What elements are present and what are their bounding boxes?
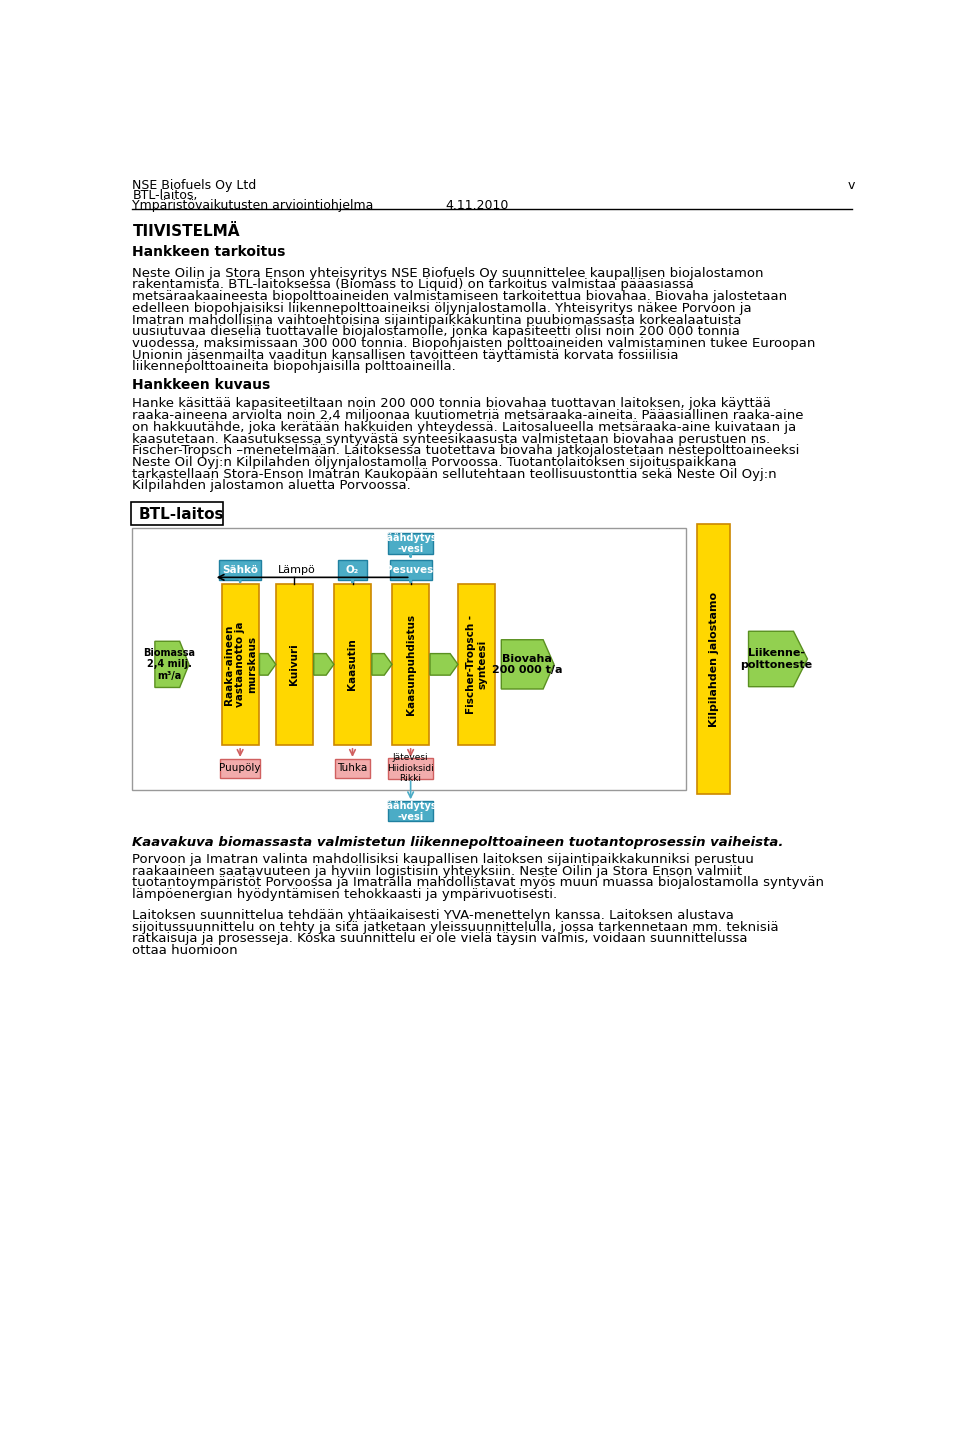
Text: raakaaineen saatavuuteen ja hyviin logistisiin yhteyksiin. Neste Oilin ja Stora : raakaaineen saatavuuteen ja hyviin logis…: [132, 865, 742, 878]
Text: Fischer-Tropsch –menetelmään. Laitoksessa tuotettava biovaha jatkojalostetaan ne: Fischer-Tropsch –menetelmään. Laitoksess…: [132, 445, 800, 458]
Text: Hankkeen kuvaus: Hankkeen kuvaus: [132, 379, 271, 392]
FancyBboxPatch shape: [131, 503, 223, 526]
FancyBboxPatch shape: [132, 528, 685, 791]
Text: Kaavakuva biomassasta valmistetun liikennepolttoaineen tuotantoprosessin vaiheis: Kaavakuva biomassasta valmistetun liiken…: [132, 837, 783, 850]
Polygon shape: [430, 654, 458, 675]
Text: O₂: O₂: [346, 564, 359, 575]
Text: Porvoon ja Imatran valinta mahdollisiksi kaupallisen laitoksen sijaintipaikkakun: Porvoon ja Imatran valinta mahdollisiksi…: [132, 852, 755, 865]
Text: Sähkö: Sähkö: [222, 564, 258, 575]
Text: Kaasunpuhdistus: Kaasunpuhdistus: [406, 613, 416, 714]
Text: 4.11.2010: 4.11.2010: [445, 199, 509, 212]
Text: Tuhka: Tuhka: [337, 763, 368, 773]
Polygon shape: [259, 654, 276, 675]
Text: Jäähdytys
-vesi: Jäähdytys -vesi: [384, 801, 438, 822]
FancyBboxPatch shape: [334, 583, 372, 746]
Text: rakentamista. BTL-laitoksessa (Biomass to Liquid) on tarkoitus valmistaa pääasia: rakentamista. BTL-laitoksessa (Biomass t…: [132, 278, 694, 291]
Text: tarkastellaan Stora-Enson Imatran Kaukopään sellutehtaan teollisuustonttia sekä : tarkastellaan Stora-Enson Imatran Kaukop…: [132, 468, 777, 481]
Text: kaasutetaan. Kaasutuksessa syntyvästä synteesikaasusta valmistetaan biovahaa per: kaasutetaan. Kaasutuksessa syntyvästä sy…: [132, 432, 771, 445]
Text: Raaka-aineen
vastaanotto ja
murskaus: Raaka-aineen vastaanotto ja murskaus: [224, 622, 256, 707]
Text: Hanke käsittää kapasiteetiltaan noin 200 000 tonnia biovahaa tuottavan laitoksen: Hanke käsittää kapasiteetiltaan noin 200…: [132, 397, 772, 410]
FancyBboxPatch shape: [697, 524, 730, 793]
Text: BTL-laitos,: BTL-laitos,: [132, 189, 198, 202]
FancyBboxPatch shape: [388, 757, 433, 779]
Text: Kilpilahden jalostamon aluetta Porvoossa.: Kilpilahden jalostamon aluetta Porvoossa…: [132, 480, 411, 492]
FancyBboxPatch shape: [388, 802, 433, 821]
Text: Biovaha
200 000 t/a: Biovaha 200 000 t/a: [492, 654, 563, 675]
FancyBboxPatch shape: [338, 560, 368, 580]
Text: Laitoksen suunnittelua tehdään yhtäaikaisesti YVA-menettelyn kanssa. Laitoksen a: Laitoksen suunnittelua tehdään yhtäaikai…: [132, 909, 734, 922]
Text: Liikenne-
polttoneste: Liikenne- polttoneste: [740, 648, 812, 670]
Text: Puupöly: Puupöly: [220, 763, 261, 773]
Text: metsäraakaaineesta biopolttoaineiden valmistamiseen tarkoitettua biovahaa. Biova: metsäraakaaineesta biopolttoaineiden val…: [132, 289, 787, 304]
Text: uusiutuvaa dieseliä tuottavalle biojalostamolle, jonka kapasiteetti olisi noin 2: uusiutuvaa dieseliä tuottavalle biojalos…: [132, 325, 740, 338]
Text: NSE Biofuels Oy Ltd: NSE Biofuels Oy Ltd: [132, 179, 256, 192]
FancyBboxPatch shape: [220, 759, 260, 778]
Polygon shape: [749, 631, 807, 687]
Text: BTL-laitos: BTL-laitos: [138, 507, 224, 521]
Polygon shape: [314, 654, 334, 675]
Text: tuotantoympäristöt Porvoossa ja Imatralla mahdollistavat myös muun muassa biojal: tuotantoympäristöt Porvoossa ja Imatrall…: [132, 877, 825, 890]
Text: Biomassa
2,4 milj.
m³/a: Biomassa 2,4 milj. m³/a: [144, 648, 196, 681]
Text: Neste Oil Oyj:n Kilpilahden öljynjalostamolla Porvoossa. Tuotantolaitoksen sijoi: Neste Oil Oyj:n Kilpilahden öljynjalosta…: [132, 456, 737, 469]
Text: Neste Oilin ja Stora Enson yhteisyritys NSE Biofuels Oy suunnittelee kaupallisen: Neste Oilin ja Stora Enson yhteisyritys …: [132, 266, 764, 279]
Text: v: v: [848, 179, 854, 192]
FancyBboxPatch shape: [219, 560, 261, 580]
FancyBboxPatch shape: [390, 560, 432, 580]
Text: Unionin jäsenmailta vaaditun kansallisen tavoitteen täyttämistä korvata fossiili: Unionin jäsenmailta vaaditun kansallisen…: [132, 348, 679, 361]
Text: Kilpilahden jalostamo: Kilpilahden jalostamo: [708, 592, 719, 727]
Text: TIIVISTELMÄ: TIIVISTELMÄ: [132, 223, 240, 239]
Text: ottaa huomioon: ottaa huomioon: [132, 945, 238, 958]
Text: raaka-aineena arviolta noin 2,4 miljoonaa kuutiometriä metsäraaka-aineita. Pääas: raaka-aineena arviolta noin 2,4 miljoona…: [132, 409, 804, 422]
FancyBboxPatch shape: [392, 583, 429, 746]
Text: edelleen biopohjaisiksi liikennepolttoaineiksi öljynjalostamolla. Yhteisyritys n: edelleen biopohjaisiksi liikennepolttoai…: [132, 302, 752, 315]
Text: Jäähdytys
-vesi: Jäähdytys -vesi: [384, 533, 438, 554]
Text: lämpöenergian hyödyntämisen tehokkaasti ja ympärivuotisesti.: lämpöenergian hyödyntämisen tehokkaasti …: [132, 888, 558, 901]
Text: Kaasutin: Kaasutin: [348, 638, 357, 690]
Text: Pesuvesi: Pesuvesi: [385, 564, 437, 575]
Text: vuodessa, maksimissaan 300 000 tonnia. Biopohjaisten polttoaineiden valmistamine: vuodessa, maksimissaan 300 000 tonnia. B…: [132, 337, 816, 350]
Polygon shape: [501, 639, 554, 688]
Polygon shape: [155, 641, 189, 687]
Text: ratkaisuja ja prosesseja. Koska suunnittelu ei ole vielä täysin valmis, voidaan : ratkaisuja ja prosesseja. Koska suunnitt…: [132, 933, 748, 946]
Text: Fischer-Tropsch -
synteesi: Fischer-Tropsch - synteesi: [466, 615, 488, 714]
FancyBboxPatch shape: [388, 533, 433, 554]
Text: Lämpö: Lämpö: [277, 564, 315, 575]
FancyBboxPatch shape: [335, 759, 370, 778]
Text: Imatran mahdollisina vaihtoehtoisina sijaintipaikkakuntina puubiomassasta korkea: Imatran mahdollisina vaihtoehtoisina sij…: [132, 314, 742, 327]
Text: liikennepolttoaineita biopohjaisilla polttoaineilla.: liikennepolttoaineita biopohjaisilla pol…: [132, 360, 456, 373]
Text: Kuivuri: Kuivuri: [289, 644, 300, 685]
Text: sijoitussuunnittelu on tehty ja sitä jatketaan yleissuunnittelulla, jossa tarken: sijoitussuunnittelu on tehty ja sitä jat…: [132, 920, 779, 933]
Polygon shape: [372, 654, 392, 675]
FancyBboxPatch shape: [458, 583, 495, 746]
Text: Ympäristövaikutusten arviointiohjelma: Ympäristövaikutusten arviointiohjelma: [132, 199, 373, 212]
Text: Hankkeen tarkoitus: Hankkeen tarkoitus: [132, 245, 286, 259]
Text: Jätevesi
Hiidioksidi
Rikki: Jätevesi Hiidioksidi Rikki: [387, 753, 434, 783]
Text: on hakkuutähde, joka kerätään hakkuiden yhteydessä. Laitosalueella metsäraaka-ai: on hakkuutähde, joka kerätään hakkuiden …: [132, 420, 797, 433]
FancyBboxPatch shape: [222, 583, 259, 746]
FancyBboxPatch shape: [276, 583, 313, 746]
